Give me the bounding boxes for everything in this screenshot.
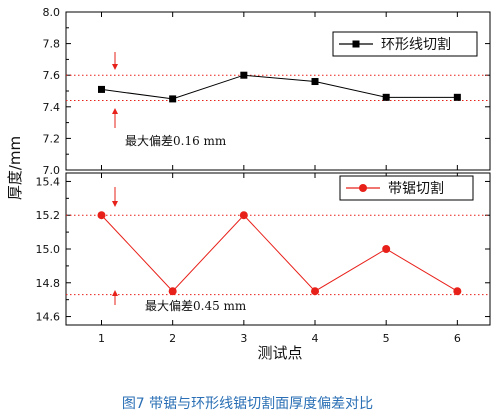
series-line <box>101 214 458 292</box>
legend-box <box>332 31 478 57</box>
x-tick-label: 2 <box>169 332 176 345</box>
x-tick-label: 3 <box>240 332 247 345</box>
legend-label: 环形线切割 <box>381 36 451 53</box>
deviation-annotation: 最大偏差0.16 mm <box>125 133 227 148</box>
data-point <box>97 211 106 220</box>
data-point <box>453 287 462 296</box>
legend-marker <box>359 184 367 192</box>
data-point <box>382 93 390 101</box>
figure-caption: 图7 带锯与环形线锯切割面厚度偏差对比 <box>121 396 374 412</box>
data-point <box>240 71 248 79</box>
y-axis-label: 厚度/mm <box>6 136 24 200</box>
y-tick-label: 7.2 <box>43 132 61 145</box>
y-tick-label: 15.2 <box>36 209 61 222</box>
deviation-arrowhead <box>112 64 118 70</box>
chart-panel-1: 7.0 7.2 7.4 7.6 7.8 8.0 最大偏差0.16 mm 环形线切割 <box>43 6 491 177</box>
deviation-arrowhead <box>112 201 118 207</box>
data-point <box>311 78 319 86</box>
y-tick-label: 8.0 <box>43 6 61 19</box>
x-tick-label: 4 <box>312 332 319 345</box>
y-tick-label: 7.6 <box>43 69 61 82</box>
y-tick-label: 14.6 <box>36 311 61 324</box>
data-point <box>98 85 105 93</box>
series-line <box>101 74 458 100</box>
x-tick-label: 1 <box>98 332 105 345</box>
legend-label: 带锯切割 <box>388 180 444 197</box>
data-point <box>453 93 461 101</box>
x-tick-label: 6 <box>454 332 461 345</box>
data-point <box>382 245 391 253</box>
y-tick-label: 7.8 <box>43 38 61 51</box>
y-tick-label: 7.0 <box>43 164 61 177</box>
y-tick-label: 7.4 <box>43 101 61 114</box>
y-tick-label: 15.0 <box>36 243 61 256</box>
chart-panel-2: 14.6 14.8 15.0 15.2 15.4 1 2 3 4 5 6 最大偏差0.45 mm 带锯切… <box>36 172 491 345</box>
data-point <box>239 211 248 220</box>
x-tick-label: 5 <box>383 332 390 345</box>
deviation-arrowhead <box>112 108 118 114</box>
x-axis-label: 测试点 <box>257 344 302 362</box>
deviation-annotation: 最大偏差0.45 mm <box>145 298 247 313</box>
legend-marker <box>352 40 360 48</box>
deviation-arrowhead <box>112 290 118 296</box>
y-tick-label: 15.4 <box>36 175 61 188</box>
y-tick-label: 14.8 <box>36 277 61 290</box>
data-point <box>169 95 177 103</box>
data-point <box>168 287 177 296</box>
data-point <box>311 287 320 296</box>
